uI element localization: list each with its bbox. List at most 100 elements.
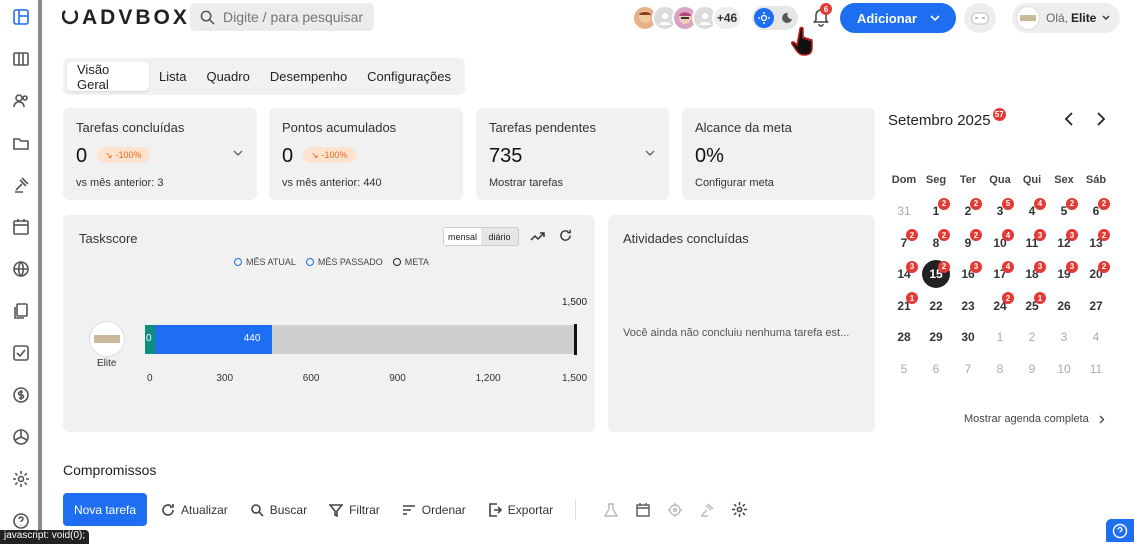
sort-button[interactable]: Ordenar (402, 503, 466, 517)
notifications-button[interactable]: 6 (812, 3, 832, 32)
theme-toggle[interactable] (752, 6, 798, 30)
bar-previous-month (145, 325, 272, 354)
calendar-day[interactable]: 23 (952, 290, 984, 322)
calendar-day[interactable]: 12 3 (1048, 227, 1080, 259)
calendar-day[interactable]: 22 (920, 290, 952, 322)
user-menu[interactable]: Olá, Elite (1012, 3, 1120, 33)
calendar-day[interactable]: 21 1 (888, 290, 920, 322)
calendar-day[interactable]: 9 (1016, 353, 1048, 385)
calendar-day[interactable]: 13 2 (1080, 227, 1112, 259)
calendar-day[interactable]: 7 (952, 353, 984, 385)
filter-button[interactable]: Filtrar (329, 503, 380, 517)
gavel-icon[interactable] (11, 175, 31, 195)
chevron-down-icon[interactable] (645, 150, 655, 157)
calendar-day[interactable]: 15 2 (920, 259, 952, 291)
export-button[interactable]: Exportar (488, 503, 553, 517)
calendar-day[interactable]: 14 3 (888, 259, 920, 291)
new-task-button[interactable]: Nova tarefa (63, 493, 148, 526)
checklist-icon[interactable] (11, 343, 31, 363)
trending-icon[interactable] (530, 230, 545, 242)
logo[interactable]: ADVBOX (62, 6, 190, 30)
calendar-day[interactable]: 31 (888, 196, 920, 228)
calendar-day[interactable]: 17 4 (984, 259, 1016, 291)
documents-icon[interactable] (11, 301, 31, 321)
chevron-down-icon[interactable] (233, 150, 243, 157)
settings-icon[interactable] (11, 469, 31, 489)
reports-icon[interactable] (11, 427, 31, 447)
calendar-day[interactable]: 4 (1080, 322, 1112, 354)
refresh-icon[interactable] (559, 229, 572, 242)
calendar-day[interactable]: 10 (1048, 353, 1080, 385)
globe-icon[interactable] (11, 259, 31, 279)
configure-goal-link[interactable]: Configurar meta (695, 177, 774, 189)
export-label: Exportar (507, 502, 554, 517)
team-avatars[interactable]: +46 (632, 5, 742, 31)
add-button[interactable]: Adicionar (840, 3, 956, 33)
board-icon[interactable] (11, 49, 31, 69)
tab-lista[interactable]: Lista (159, 69, 187, 84)
calendar-icon[interactable] (636, 502, 650, 517)
calendar-day[interactable]: 19 3 (1048, 259, 1080, 291)
assistant-button[interactable] (964, 3, 996, 33)
settings-icon[interactable] (732, 502, 748, 517)
calendar-day[interactable]: 2 (1016, 322, 1048, 354)
tab-visao-geral[interactable]: Visão Geral (67, 62, 149, 92)
avatar[interactable] (652, 5, 678, 31)
calendar-day[interactable]: 25 1 (1016, 290, 1048, 322)
search-box[interactable] (190, 3, 374, 31)
calendar-day[interactable]: 26 (1048, 290, 1080, 322)
tab-quadro[interactable]: Quadro (206, 69, 250, 84)
dashboard-icon[interactable] (11, 7, 31, 27)
calendar-day[interactable]: 6 (920, 353, 952, 385)
more-users-count[interactable]: +46 (712, 5, 742, 31)
calendar-day[interactable]: 11 3 (1016, 227, 1048, 259)
show-tasks-link[interactable]: Mostrar tarefas (489, 177, 563, 189)
calendar-day[interactable]: 11 (1080, 353, 1112, 385)
calendar-week: 14 3 15 2 16 3 17 4 18 3 19 3 20 2 (888, 259, 1112, 291)
tab-desempenho[interactable]: Desempenho (269, 69, 348, 84)
calendar-day[interactable]: 8 (984, 353, 1016, 385)
help-chat-button[interactable] (1106, 519, 1134, 542)
search-input[interactable] (223, 9, 363, 25)
tab-configuracoes[interactable]: Configurações (367, 69, 451, 84)
contacts-icon[interactable] (11, 91, 31, 111)
calendar-day[interactable]: 24 2 (984, 290, 1016, 322)
calendar-day[interactable]: 5 (888, 353, 920, 385)
search-button[interactable]: Buscar (250, 503, 307, 517)
calendar-day[interactable]: 20 2 (1080, 259, 1112, 291)
target-icon[interactable] (668, 502, 683, 517)
show-full-agenda-link[interactable]: Mostrar agenda completa (964, 413, 1105, 425)
sort-label: Ordenar (421, 502, 466, 517)
gavel-icon[interactable] (700, 503, 714, 517)
chevron-right-icon[interactable] (1096, 112, 1106, 126)
user-name: Elite (1071, 11, 1097, 25)
toggle-monthly[interactable]: mensal (444, 228, 481, 245)
calendar-day[interactable]: 30 (952, 322, 984, 354)
refresh-button[interactable]: Atualizar (161, 503, 228, 517)
chevron-left-icon[interactable] (1064, 112, 1074, 126)
calendar-day[interactable]: 10 4 (984, 227, 1016, 259)
calendar-icon[interactable] (11, 217, 31, 237)
calendar-day[interactable]: 18 3 (1016, 259, 1048, 291)
toggle-daily[interactable]: diário (488, 231, 511, 242)
day-number: 1 (996, 330, 1004, 345)
folder-icon[interactable] (11, 133, 31, 153)
calendar-day[interactable]: 16 3 (952, 259, 984, 291)
help-icon[interactable] (11, 511, 31, 531)
calendar-day[interactable]: 28 (888, 322, 920, 354)
calendar-day[interactable]: 1 (984, 322, 1016, 354)
flask-icon[interactable] (604, 502, 619, 517)
calendar-day[interactable]: 27 (1080, 290, 1112, 322)
calendar-day[interactable]: 29 (920, 322, 952, 354)
calendar-day[interactable]: 3 (1048, 322, 1080, 354)
finance-icon[interactable] (11, 385, 31, 405)
